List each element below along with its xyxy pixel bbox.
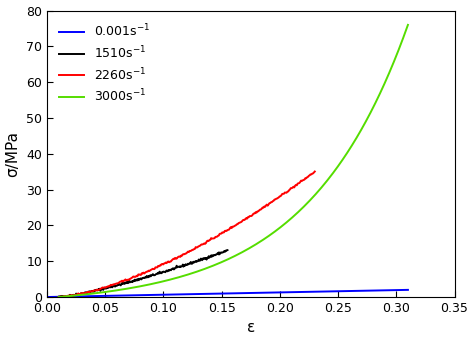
0.001s$^{-1}$ bbox=[44, 295, 50, 299]
1510s$^{-1}$ bbox=[56, 295, 62, 299]
3000s$^{-1}$ bbox=[264, 235, 269, 239]
3000s$^{-1}$ bbox=[270, 231, 275, 235]
1510s$^{-1}$ bbox=[210, 253, 215, 257]
0.001s$^{-1}$ bbox=[259, 291, 264, 295]
1510s$^{-1}$ bbox=[225, 248, 230, 252]
0.001s$^{-1}$ bbox=[258, 291, 264, 295]
Line: 0.001s$^{-1}$: 0.001s$^{-1}$ bbox=[47, 290, 408, 297]
Line: 2260s$^{-1}$: 2260s$^{-1}$ bbox=[59, 172, 315, 297]
0.001s$^{-1}$ bbox=[405, 288, 411, 292]
2260s$^{-1}$ bbox=[56, 295, 62, 299]
3000s$^{-1}$ bbox=[350, 142, 356, 146]
3000s$^{-1}$ bbox=[57, 295, 63, 299]
1510s$^{-1}$ bbox=[160, 270, 165, 275]
1510s$^{-1}$ bbox=[199, 257, 204, 261]
3000s$^{-1}$ bbox=[373, 101, 378, 105]
0.001s$^{-1}$ bbox=[265, 291, 271, 295]
2260s$^{-1}$ bbox=[272, 197, 277, 202]
Line: 1510s$^{-1}$: 1510s$^{-1}$ bbox=[59, 250, 228, 297]
1510s$^{-1}$ bbox=[56, 295, 62, 299]
1510s$^{-1}$ bbox=[57, 295, 63, 299]
1510s$^{-1}$ bbox=[157, 270, 163, 274]
2260s$^{-1}$ bbox=[208, 236, 214, 240]
0.001s$^{-1}$ bbox=[46, 295, 51, 299]
2260s$^{-1}$ bbox=[212, 235, 218, 239]
Y-axis label: σ/MPa: σ/MPa bbox=[6, 131, 20, 177]
Legend: 0.001s$^{-1}$, 1510s$^{-1}$, 2260s$^{-1}$, 3000s$^{-1}$: 0.001s$^{-1}$, 1510s$^{-1}$, 2260s$^{-1}… bbox=[53, 17, 157, 111]
3000s$^{-1}$ bbox=[56, 295, 62, 299]
0.001s$^{-1}$ bbox=[371, 288, 377, 293]
X-axis label: ε: ε bbox=[246, 321, 255, 336]
2260s$^{-1}$ bbox=[312, 169, 318, 174]
2260s$^{-1}$ bbox=[288, 186, 293, 190]
0.001s$^{-1}$ bbox=[348, 289, 354, 293]
2260s$^{-1}$ bbox=[56, 295, 62, 299]
3000s$^{-1}$ bbox=[405, 23, 411, 27]
Line: 3000s$^{-1}$: 3000s$^{-1}$ bbox=[59, 25, 408, 297]
1510s$^{-1}$ bbox=[156, 271, 162, 276]
3000s$^{-1}$ bbox=[263, 236, 268, 240]
2260s$^{-1}$ bbox=[208, 238, 213, 242]
